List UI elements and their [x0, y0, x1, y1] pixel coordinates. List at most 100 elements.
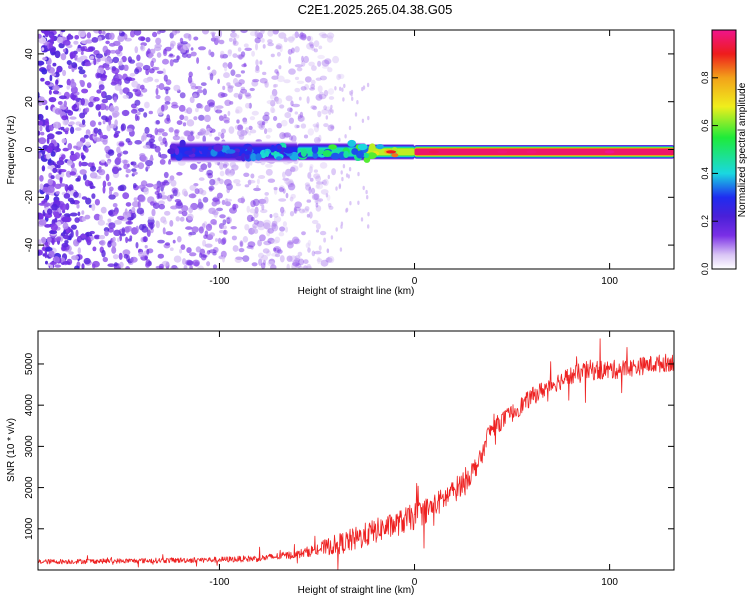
noise-speckle	[218, 39, 225, 45]
noise-speckle	[209, 73, 214, 81]
noise-speckle	[83, 134, 89, 139]
noise-speckle	[125, 202, 132, 207]
noise-speckle	[89, 55, 95, 60]
noise-speckle	[52, 90, 60, 95]
noise-speckle	[220, 250, 227, 258]
noise-speckle	[298, 115, 306, 122]
noise-speckle	[306, 35, 312, 42]
noise-speckle	[61, 115, 68, 121]
noise-speckle	[318, 93, 327, 100]
noise-speckle	[317, 60, 322, 67]
noise-speckle	[172, 189, 178, 197]
noise-speckle	[257, 120, 265, 126]
noise-speckle	[335, 186, 338, 191]
noise-speckle	[291, 263, 297, 269]
noise-speckle	[99, 239, 106, 246]
noise-speckle	[198, 198, 202, 205]
noise-speckle	[329, 124, 335, 129]
noise-speckle	[292, 103, 300, 108]
noise-speckle	[56, 160, 65, 166]
noise-speckle	[58, 42, 65, 49]
noise-speckle	[183, 33, 191, 39]
noise-speckle	[309, 166, 313, 174]
noise-speckle	[108, 194, 116, 200]
noise-speckle	[179, 216, 185, 222]
noise-speckle	[144, 101, 150, 109]
noise-speckle	[48, 250, 55, 258]
noise-speckle	[122, 249, 131, 256]
noise-speckle	[69, 212, 78, 217]
noise-speckle	[101, 98, 109, 104]
noise-speckle	[161, 191, 165, 196]
noise-speckle	[102, 186, 106, 194]
noise-speckle	[251, 262, 258, 267]
noise-speckle	[30, 223, 34, 229]
signal-blob	[363, 152, 369, 159]
signal-blob	[276, 156, 282, 161]
noise-speckle	[289, 196, 294, 202]
signal-blob	[226, 149, 236, 154]
spectrogram-x-axis: -100 0 100	[209, 30, 618, 287]
noise-speckle	[78, 69, 86, 75]
noise-speckle	[140, 155, 148, 163]
noise-speckle	[274, 247, 280, 252]
noise-speckle	[126, 128, 133, 133]
noise-speckle	[257, 224, 265, 231]
noise-speckle	[54, 108, 63, 115]
signal-blob	[357, 143, 368, 151]
noise-speckle	[267, 225, 273, 230]
noise-speckle	[68, 251, 74, 255]
signal-blob	[300, 148, 307, 157]
noise-speckle	[267, 178, 276, 183]
noise-speckle	[111, 246, 117, 254]
noise-speckle	[183, 130, 191, 137]
noise-speckle	[68, 184, 74, 192]
noise-speckle	[298, 163, 303, 168]
noise-speckle	[272, 84, 277, 88]
noise-speckle	[267, 42, 274, 47]
noise-speckle	[316, 258, 323, 263]
noise-speckle	[125, 221, 133, 225]
noise-speckle	[134, 68, 140, 75]
noise-speckle	[44, 80, 51, 86]
noise-speckle	[311, 65, 317, 71]
noise-speckle	[83, 173, 87, 181]
noise-speckle	[97, 219, 106, 226]
noise-speckle	[163, 171, 169, 179]
noise-speckle	[217, 237, 222, 244]
noise-speckle	[306, 213, 310, 218]
noise-speckle	[114, 84, 122, 91]
noise-speckle	[313, 40, 320, 48]
noise-speckle	[191, 226, 199, 233]
noise-speckle	[123, 164, 129, 170]
noise-speckle	[140, 44, 146, 52]
noise-speckle	[258, 258, 263, 266]
noise-speckle	[314, 250, 322, 255]
noise-speckle	[41, 68, 48, 75]
noise-speckle	[257, 123, 263, 129]
noise-speckle	[245, 102, 251, 109]
noise-speckle	[268, 258, 276, 265]
noise-speckle	[84, 147, 89, 153]
noise-speckle	[280, 206, 285, 214]
noise-speckle	[330, 235, 334, 240]
noise-speckle	[67, 143, 73, 150]
noise-speckle	[107, 218, 112, 223]
noise-speckle	[244, 184, 250, 188]
noise-speckle	[53, 121, 61, 129]
noise-speckle	[299, 111, 304, 119]
noise-speckle	[140, 84, 145, 90]
noise-speckle	[56, 164, 61, 169]
noise-speckle	[138, 36, 146, 41]
noise-speckle	[108, 32, 115, 40]
noise-speckle	[156, 84, 160, 89]
noise-speckle	[62, 48, 67, 53]
noise-speckle	[328, 205, 334, 210]
signal-blob	[330, 152, 340, 160]
noise-speckle	[193, 116, 198, 121]
noise-speckle	[157, 192, 163, 199]
noise-speckle	[328, 96, 335, 100]
noise-speckle	[173, 84, 181, 92]
noise-speckle	[153, 46, 162, 52]
noise-speckle	[253, 219, 260, 225]
